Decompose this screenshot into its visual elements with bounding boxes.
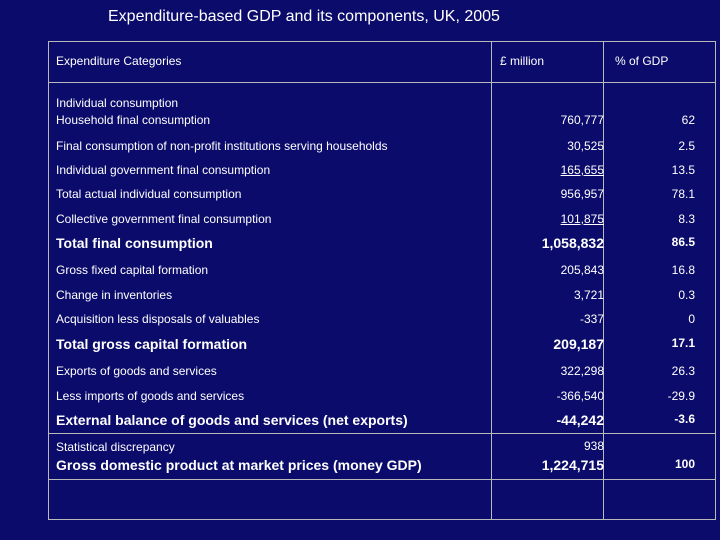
row-label: External balance of goods and services (… bbox=[56, 412, 408, 428]
row-label: Exports of goods and services bbox=[56, 364, 217, 378]
row-value: -44,242 bbox=[556, 412, 604, 428]
header-category: Expenditure Categories bbox=[56, 54, 182, 68]
row-label: Total gross capital formation bbox=[56, 336, 248, 352]
row-value: 1,058,832 bbox=[541, 235, 604, 251]
row-percent: 17.1 bbox=[671, 336, 695, 350]
row-percent: 86.5 bbox=[671, 235, 695, 249]
header-percent: % of GDP bbox=[615, 54, 669, 68]
row-label: Gross domestic product at market prices … bbox=[56, 457, 422, 473]
row-percent: 16.8 bbox=[671, 263, 695, 277]
row-percent: 13.5 bbox=[671, 163, 695, 177]
row-percent: 8.3 bbox=[678, 212, 695, 226]
row-label: Total actual individual consumption bbox=[56, 187, 242, 201]
row-percent: 2.5 bbox=[678, 139, 695, 153]
page-title: Expenditure-based GDP and its components… bbox=[108, 8, 500, 25]
row-value: 938 bbox=[583, 439, 604, 453]
row-value: 3,721 bbox=[573, 288, 604, 302]
column-divider bbox=[491, 42, 492, 519]
row-label: Change in inventories bbox=[56, 288, 173, 302]
row-value: -366,540 bbox=[556, 389, 604, 403]
row-label: Acquisition less disposals of valuables bbox=[56, 312, 260, 326]
row-value: 322,298 bbox=[560, 364, 604, 378]
row-value: 205,843 bbox=[560, 263, 604, 277]
row-value: 1,224,715 bbox=[541, 457, 604, 473]
row-percent: 0.3 bbox=[678, 288, 695, 302]
row-value: 209,187 bbox=[553, 336, 604, 352]
row-label: Statistical discrepancy bbox=[56, 440, 175, 454]
row-label: Individual government final consumption bbox=[56, 163, 271, 177]
row-percent: 26.3 bbox=[671, 364, 695, 378]
row-label: Individual consumption bbox=[56, 96, 179, 110]
row-label: Total final consumption bbox=[56, 235, 213, 251]
header-divider bbox=[49, 82, 715, 83]
row-divider bbox=[49, 479, 715, 480]
row-percent: 62 bbox=[681, 113, 695, 127]
row-value: -337 bbox=[579, 312, 604, 326]
row-value: 165,655 bbox=[560, 163, 604, 177]
row-divider bbox=[49, 433, 715, 434]
row-percent: -3.6 bbox=[674, 412, 695, 426]
row-percent: 100 bbox=[674, 457, 695, 471]
row-label: Collective government final consumption bbox=[56, 212, 272, 226]
row-value: 30,525 bbox=[567, 139, 604, 153]
row-label: Gross fixed capital formation bbox=[56, 263, 209, 277]
row-value: 760,777 bbox=[560, 113, 604, 127]
column-divider bbox=[603, 42, 604, 519]
gdp-table: Expenditure Categories £ million % of GD… bbox=[48, 41, 716, 520]
row-label: Final consumption of non-profit institut… bbox=[56, 139, 388, 153]
row-value: 956,957 bbox=[560, 187, 604, 201]
header-value: £ million bbox=[500, 54, 545, 68]
row-percent: 0 bbox=[688, 312, 695, 326]
row-value: 101,875 bbox=[560, 212, 604, 226]
row-label: Household final consumption bbox=[56, 113, 211, 127]
row-label: Less imports of goods and services bbox=[56, 389, 245, 403]
row-percent: 78.1 bbox=[671, 187, 695, 201]
row-percent: -29.9 bbox=[667, 389, 695, 403]
